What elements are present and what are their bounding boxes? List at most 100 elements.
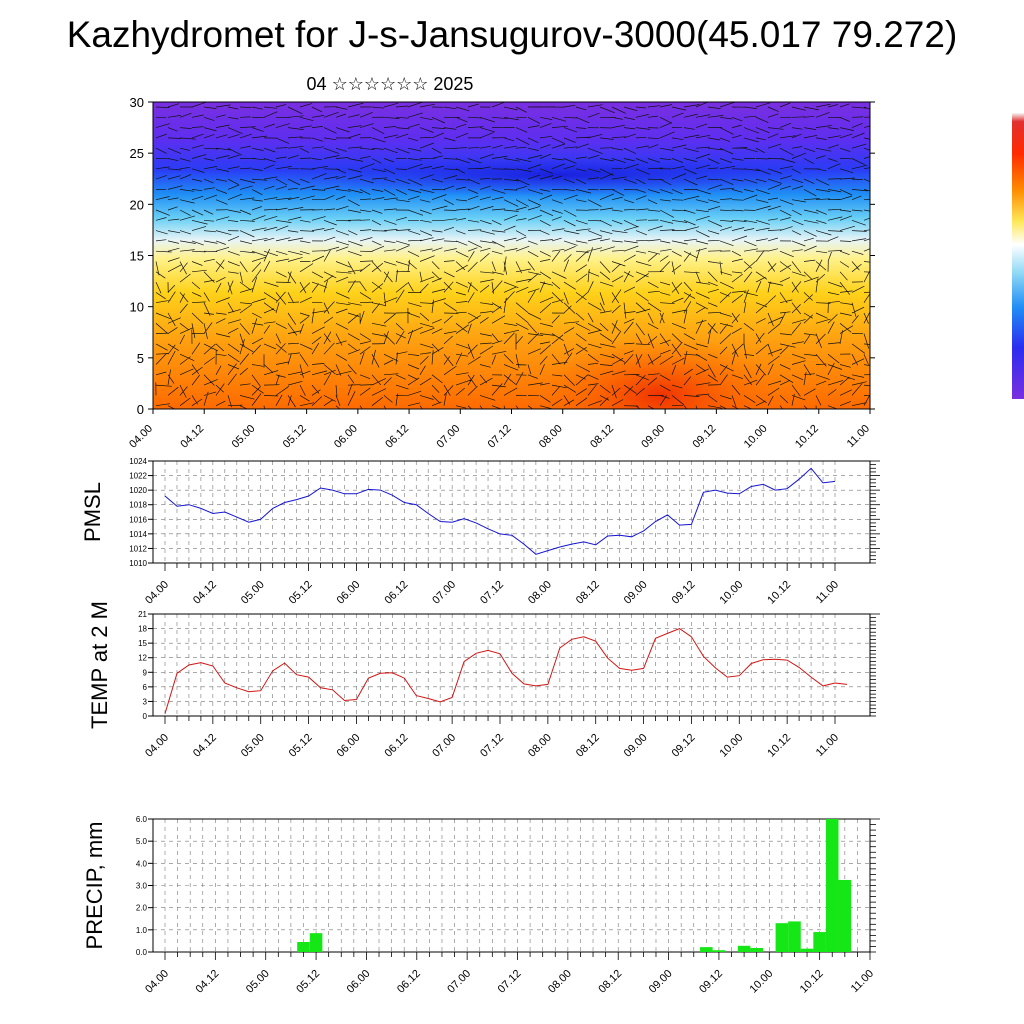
x-tick-label: 05.12 [287, 579, 315, 607]
y-tick-label: 12 [138, 654, 147, 663]
x-tick-label: 08.12 [596, 968, 624, 996]
x-tick-label: 06.12 [382, 579, 410, 607]
x-tick-label: 07.12 [478, 579, 506, 607]
x-tick-label: 05.00 [239, 732, 267, 760]
y-tick-label: 1016 [129, 515, 147, 524]
cross-x-tick-label: 08.00 [537, 423, 565, 451]
cross-x-tick-label: 10.00 [742, 423, 770, 451]
y-tick-label: 1014 [129, 530, 147, 539]
cross-x-tick-label: 05.12 [281, 423, 309, 451]
y-axis-label: TEMP at 2 M [87, 601, 112, 729]
y-tick-label: 1022 [129, 472, 147, 481]
y-tick-label: 18 [138, 625, 147, 634]
cross-y-tick-label: 25 [130, 146, 144, 161]
x-tick-label: 06.00 [345, 968, 373, 996]
cross-x-tick-label: 09.00 [639, 423, 667, 451]
precip-bar [825, 819, 839, 952]
cross-x-tick-label: 04.12 [178, 423, 206, 451]
precip-bar [788, 921, 801, 952]
x-tick-label: 09.00 [622, 579, 650, 607]
y-tick-label: 6.0 [136, 815, 148, 824]
cross-x-tick-label: 06.00 [332, 423, 360, 451]
series-line [164, 467, 836, 555]
x-tick-label: 04.12 [191, 579, 219, 607]
x-tick-label: 11.00 [849, 968, 876, 995]
cross-x-tick-label: 10.12 [793, 423, 821, 451]
cross-y-tick-label: 0 [137, 402, 144, 417]
y-tick-label: 1.0 [136, 926, 148, 935]
x-tick-label: 11.00 [814, 579, 841, 606]
cross-x-tick-label: 07.12 [486, 423, 514, 451]
y-axis-label: PRECIP, mm [82, 822, 107, 950]
y-tick-label: 3.0 [136, 882, 148, 891]
cross-y-tick-label: 10 [130, 300, 144, 315]
cold-core [260, 153, 860, 197]
x-tick-label: 05.12 [287, 732, 315, 760]
x-tick-label: 07.00 [445, 968, 473, 996]
cross-x-tick-label: 05.00 [230, 423, 258, 451]
series-line [164, 628, 848, 714]
x-tick-label: 07.00 [430, 579, 458, 607]
x-tick-label: 05.00 [239, 579, 267, 607]
y-tick-label: 9 [143, 668, 148, 677]
x-tick-label: 11.00 [814, 732, 841, 759]
x-tick-label: 08.00 [526, 732, 554, 760]
precip-bar [737, 945, 751, 952]
y-tick-label: 15 [138, 639, 147, 648]
precip-bar [838, 879, 852, 952]
x-tick-label: 08.12 [574, 732, 602, 760]
x-tick-label: 09.12 [670, 579, 698, 607]
grid [153, 819, 870, 952]
cross-y-tick-label: 15 [130, 249, 144, 264]
precip-panel: 0.0 1.0 2.0 3.0 4.0 5.0 6.0 04.00 04.12 05.00 05.1… [82, 815, 880, 996]
y-tick-label: 1012 [129, 544, 147, 553]
precip-bar [712, 950, 726, 952]
precip-bar [297, 942, 310, 952]
cross-x-tick-label: 06.12 [383, 423, 411, 451]
wind-vectors [155, 102, 870, 409]
x-tick-label: 09.12 [697, 968, 725, 996]
cross-x-tick-label: 04.00 [127, 423, 155, 451]
y-tick-label: 4.0 [136, 859, 148, 868]
colorbar [1012, 113, 1024, 399]
x-tick-label: 07.12 [496, 968, 524, 996]
y-tick-label: 1018 [129, 501, 147, 510]
y-tick-label: 0.0 [136, 948, 148, 957]
x-tick-label: 10.12 [765, 732, 793, 760]
x-tick-label: 10.00 [747, 968, 775, 996]
x-tick-label: 05.12 [294, 968, 322, 996]
forecast-date-subtitle: 04 ☆☆☆☆☆☆ 2025 [306, 74, 474, 94]
precip-bar [750, 948, 763, 952]
x-tick-label: 08.00 [546, 968, 574, 996]
grid [153, 614, 870, 716]
y-tick-label: 3 [143, 697, 148, 706]
y-tick-label: 1024 [129, 457, 147, 466]
x-tick-label: 07.12 [478, 732, 506, 760]
cross-y-tick-label: 20 [130, 197, 144, 212]
x-tick-label: 06.12 [395, 968, 423, 996]
precip-bar [800, 948, 814, 952]
cross-x-tick-label: 11.00 [845, 423, 872, 450]
y-tick-label: 6 [143, 683, 148, 692]
y-tick-label: 2.0 [136, 904, 148, 913]
y-axis-label: PMSL [80, 482, 105, 542]
x-tick-label: 09.00 [622, 732, 650, 760]
cross-x-tick-label: 07.00 [434, 423, 462, 451]
cross-section-panel: 0 5 10 15 20 25 30 04.00 04.12 05.00 05.12 06.00 06.… [127, 95, 875, 451]
x-tick-label: 09.12 [670, 732, 698, 760]
cross-y-tick-label: 5 [137, 351, 144, 366]
x-tick-label: 08.12 [574, 579, 602, 607]
y-tick-label: 21 [138, 610, 147, 619]
x-tick-label: 04.12 [191, 732, 219, 760]
y-tick-label: 5.0 [136, 837, 148, 846]
cross-y-tick-label: 30 [130, 95, 144, 110]
pmsl-panel: 1010 1012 1014 1016 1018 1020 1022 1024 04.00 04.… [80, 457, 880, 607]
x-tick-label: 10.00 [717, 579, 745, 607]
cross-section-field [153, 102, 870, 409]
y-tick-label: 0 [143, 712, 148, 721]
x-tick-label: 08.00 [526, 579, 554, 607]
grid [153, 461, 870, 563]
x-tick-label: 04.00 [143, 732, 171, 760]
x-tick-label: 07.00 [430, 732, 458, 760]
